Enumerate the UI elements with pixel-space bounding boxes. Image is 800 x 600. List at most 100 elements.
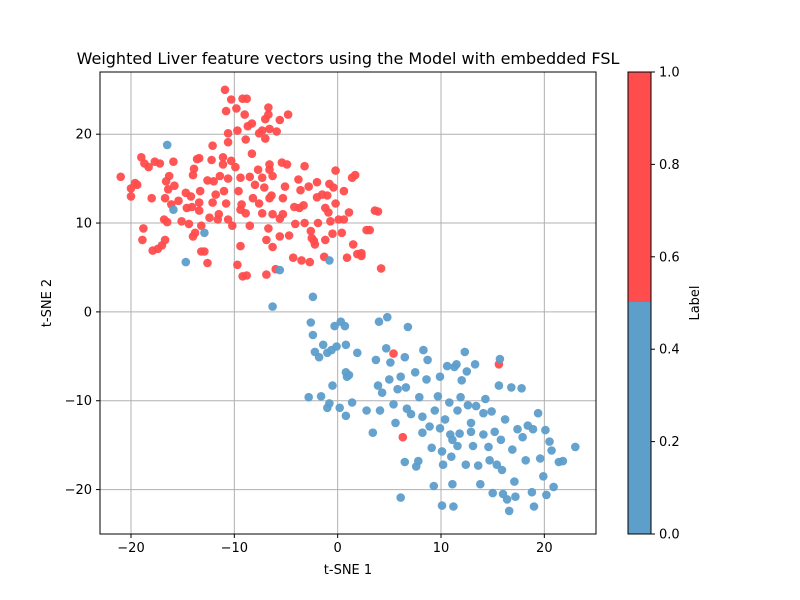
- colorbar: 0.0 0.2 0.4 0.6 0.8 1.0 Label: [627, 66, 703, 543]
- scatter-point: [164, 171, 174, 181]
- scatter-point: [195, 186, 205, 196]
- scatter-point: [208, 198, 217, 207]
- scatter-point: [257, 209, 267, 218]
- scatter-point: [203, 258, 212, 268]
- scatter-point: [368, 428, 378, 438]
- scatter-point: [257, 126, 267, 135]
- x-tick-label: −10: [221, 541, 248, 556]
- scatter-point: [261, 134, 270, 143]
- scatter-point: [328, 229, 337, 238]
- scatter-point: [194, 206, 204, 215]
- colorbar-tick-label: 1.0: [659, 66, 680, 81]
- scatter-point: [347, 398, 357, 407]
- scatter-point: [340, 321, 350, 331]
- scatter-point: [265, 124, 274, 134]
- scatter-point: [448, 435, 457, 445]
- scatter-point: [139, 224, 148, 233]
- scatter-point: [492, 460, 502, 470]
- scatter-point: [466, 427, 476, 437]
- scatter-point: [234, 186, 243, 196]
- y-tick-label: 10: [75, 217, 92, 232]
- scatter-point: [223, 174, 233, 183]
- scatter-point: [418, 412, 427, 422]
- scatter-point: [453, 441, 462, 451]
- scatter-point: [376, 264, 386, 273]
- scatter-point: [236, 173, 245, 182]
- scatter-point: [209, 177, 218, 186]
- scatter-point: [414, 456, 423, 466]
- scatter-point: [174, 196, 183, 206]
- scatter-point: [365, 225, 375, 235]
- y-tick-label: 20: [75, 128, 92, 143]
- x-tick-label: 0: [334, 541, 342, 556]
- scatter-point: [325, 256, 334, 265]
- scatter-point: [479, 430, 488, 439]
- scatter-point: [223, 137, 233, 147]
- scatter-point: [200, 247, 209, 256]
- scatter-point: [419, 345, 428, 355]
- scatter-point: [571, 442, 580, 452]
- scatter-point: [323, 191, 332, 200]
- scatter-point: [510, 477, 519, 486]
- scatter-point: [396, 372, 406, 382]
- scatter-point: [452, 360, 461, 369]
- scatter-point: [542, 490, 551, 500]
- scatter-point: [471, 401, 481, 411]
- scatter-point: [449, 502, 458, 511]
- scatter-point: [247, 149, 257, 158]
- scatter-point: [316, 392, 326, 401]
- scatter-point: [507, 383, 516, 392]
- scatter-point: [226, 95, 236, 104]
- scatter-point: [389, 400, 398, 409]
- scatter-point: [283, 110, 293, 119]
- scatter-point: [438, 460, 448, 470]
- y-axis-label: t-SNE 2: [40, 279, 55, 327]
- scatter-point: [488, 488, 498, 498]
- scatter-point: [304, 392, 314, 402]
- scatter-point: [549, 482, 558, 492]
- scatter-point: [398, 432, 408, 442]
- scatter-point: [504, 506, 514, 516]
- scatter-point: [373, 381, 383, 390]
- scatter-point: [541, 425, 550, 435]
- scatter-point: [294, 175, 303, 184]
- scatter-point: [479, 408, 488, 418]
- scatter-point: [396, 493, 406, 502]
- scatter-point: [160, 193, 170, 203]
- scatter-point: [306, 318, 316, 327]
- scatter-point: [326, 217, 335, 226]
- scatter-point: [264, 110, 273, 119]
- scatter-point: [513, 424, 522, 434]
- scatter-point: [423, 355, 432, 365]
- x-axis-ticks: −20 −10 0 10 20: [117, 534, 553, 556]
- scatter-point: [313, 218, 323, 228]
- scatter-point: [527, 487, 537, 497]
- scatter-point: [187, 202, 197, 212]
- scatter-point: [433, 392, 443, 401]
- colorbar-tick-label: 0.6: [659, 250, 680, 265]
- scatter-point: [445, 398, 454, 407]
- x-tick-label: 10: [433, 541, 450, 556]
- scatter-point: [205, 213, 214, 222]
- scatter-point: [160, 235, 170, 245]
- scatter-point: [410, 368, 420, 377]
- scatter-point: [245, 172, 255, 182]
- scatter-point: [425, 422, 434, 431]
- scatter-point: [539, 472, 548, 481]
- scatter-point: [374, 317, 384, 327]
- scatter-point: [375, 406, 385, 415]
- scatter-point: [371, 355, 381, 365]
- scatter-point: [200, 228, 209, 238]
- scatter-point: [253, 165, 263, 174]
- scatter-point: [462, 367, 472, 376]
- scatter-point: [264, 103, 273, 112]
- scatter-point: [308, 292, 318, 302]
- scatter-point: [278, 209, 288, 219]
- scatter-point: [247, 119, 257, 128]
- scatter-point: [240, 110, 249, 119]
- scatter-point: [521, 456, 530, 465]
- scatter-point: [233, 260, 242, 270]
- scatter-points: [116, 85, 580, 516]
- scatter-point: [272, 127, 282, 136]
- scatter-point: [162, 217, 172, 227]
